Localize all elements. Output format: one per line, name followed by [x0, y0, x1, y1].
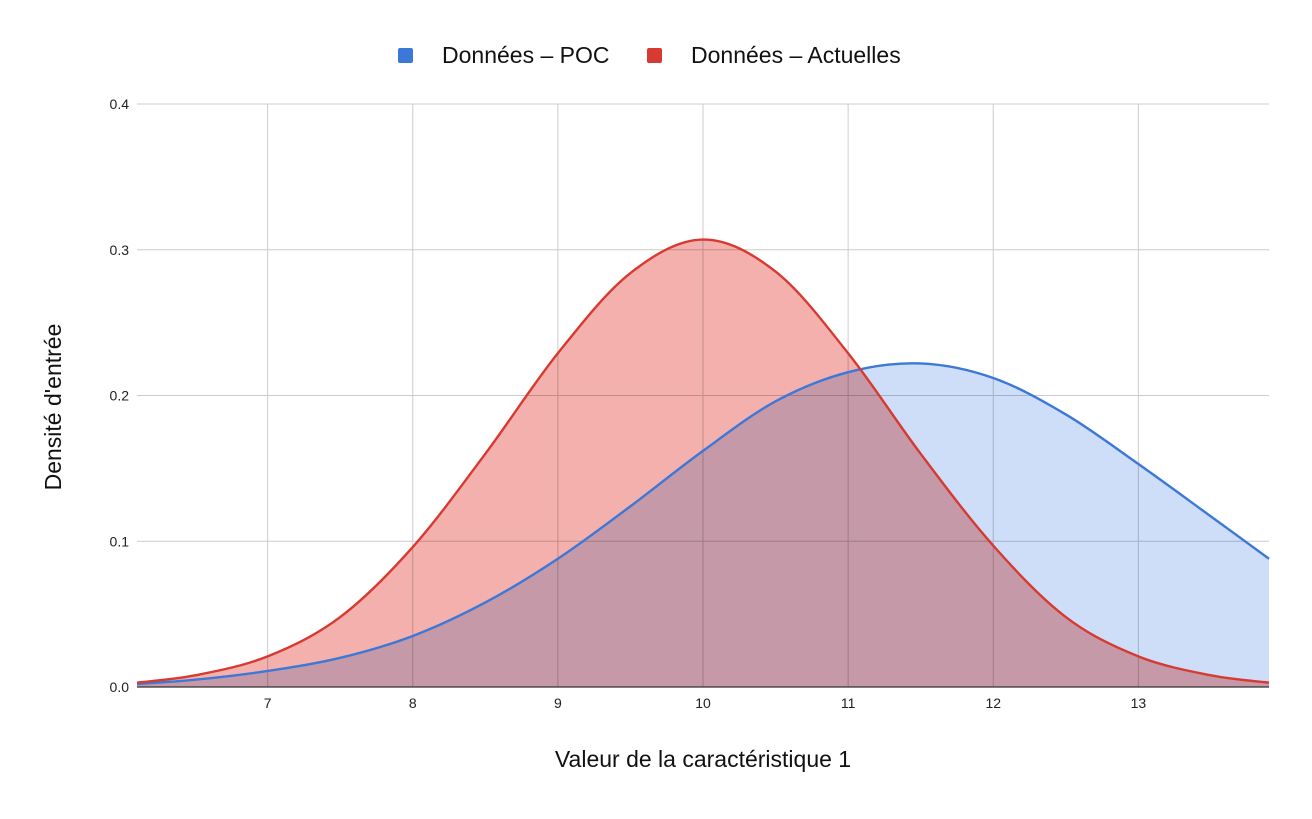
y-tick-label: 0.4 — [110, 96, 130, 112]
legend-label: Données – POC — [442, 42, 609, 68]
area-layer — [137, 239, 1269, 687]
y-tick-label: 0.3 — [110, 242, 130, 258]
x-tick-label: 12 — [985, 695, 1001, 711]
axis-layer: 0.0 0.1 0.2 0.3 0.4 7 8 9 10 11 12 13 — [110, 96, 1269, 711]
x-tick-label: 7 — [264, 695, 272, 711]
series-line-actuelles — [136, 238, 1270, 684]
legend-swatch — [647, 48, 662, 63]
x-tick-label: 10 — [695, 695, 711, 711]
legend-item-poc[interactable]: Données – POC — [398, 42, 609, 68]
y-tick-label: 0.0 — [110, 679, 130, 695]
line-layer — [136, 238, 1270, 686]
y-axis-title: Densité d'entrée — [40, 324, 66, 491]
y-tick-label: 0.1 — [110, 533, 130, 549]
x-tick-label: 13 — [1131, 695, 1147, 711]
legend-swatch — [398, 48, 413, 63]
y-tick-label: 0.2 — [110, 388, 130, 404]
legend-item-actuelles[interactable]: Données – Actuelles — [647, 42, 901, 68]
x-tick-label: 8 — [409, 695, 417, 711]
x-axis-title: Valeur de la caractéristique 1 — [555, 746, 851, 772]
x-tick-label: 9 — [554, 695, 562, 711]
legend-label: Données – Actuelles — [691, 42, 901, 68]
area-fill-actuelles — [137, 239, 1269, 687]
x-tick-label: 11 — [841, 695, 856, 711]
legend[interactable]: Données – POC Données – Actuelles — [398, 42, 901, 68]
series-line-poc — [136, 362, 1270, 686]
